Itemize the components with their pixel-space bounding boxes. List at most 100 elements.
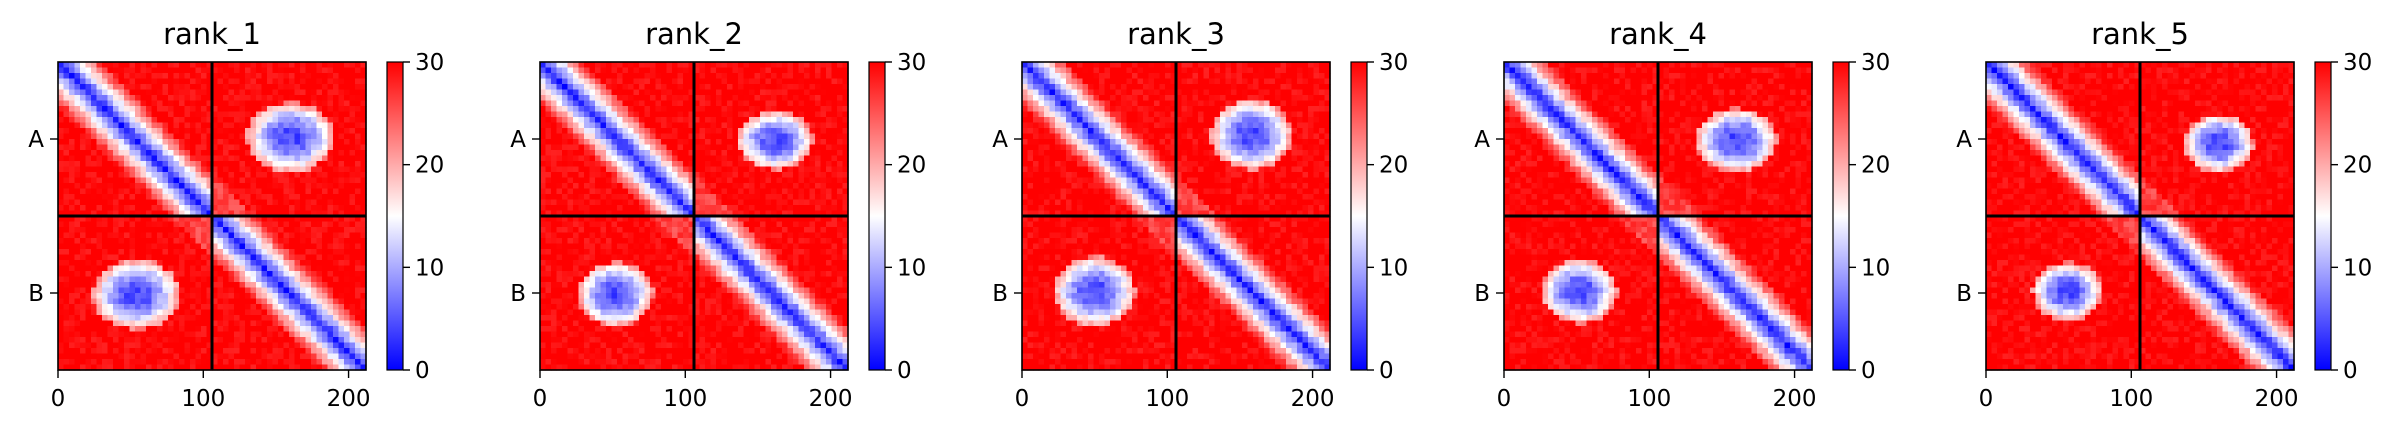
heatmap-cell: [278, 128, 285, 135]
heatmap-cell: [124, 89, 131, 96]
heatmap-cell: [567, 194, 574, 201]
heatmap-cell: [760, 150, 767, 157]
heatmap-cell: [311, 353, 318, 360]
heatmap-cell: [820, 73, 827, 80]
heatmap-cell: [190, 95, 197, 102]
heatmap-cell: [118, 254, 125, 261]
heatmap-cell: [91, 62, 98, 69]
heatmap-cell: [556, 89, 563, 96]
heatmap-cell: [151, 188, 158, 195]
heatmap-cell: [562, 67, 569, 74]
heatmap-cell: [344, 155, 351, 162]
heatmap-cell: [749, 221, 756, 228]
heatmap-cell: [349, 221, 356, 228]
heatmap-cell: [611, 227, 618, 234]
heatmap-cell: [545, 199, 552, 206]
heatmap-cell: [661, 133, 668, 140]
heatmap-cell: [672, 188, 679, 195]
heatmap-cell: [771, 227, 778, 234]
heatmap-cell: [716, 227, 723, 234]
heatmap-cell: [677, 144, 684, 151]
heatmap-cell: [344, 254, 351, 261]
heatmap-cell: [118, 342, 125, 349]
heatmap-cell: [107, 133, 114, 140]
heatmap-cell: [294, 67, 301, 74]
heatmap-cell: [85, 161, 92, 168]
heatmap-cell: [672, 194, 679, 201]
heatmap-cell: [606, 150, 613, 157]
heatmap-cell: [272, 89, 279, 96]
heatmap-cell: [283, 331, 290, 338]
heatmap-cell: [140, 293, 147, 300]
heatmap-cell: [151, 62, 158, 69]
heatmap-cell: [327, 304, 334, 311]
heatmap-cell: [782, 111, 789, 118]
heatmap-cell: [327, 166, 334, 173]
heatmap-cell: [239, 62, 246, 69]
heatmap-cell: [63, 260, 70, 267]
heatmap-cell: [327, 326, 334, 333]
heatmap-cell: [606, 78, 613, 85]
heatmap-cell: [261, 100, 268, 107]
heatmap-cell: [765, 150, 772, 157]
heatmap-cell: [294, 177, 301, 184]
heatmap-cell: [600, 177, 607, 184]
heatmap-cell: [69, 282, 76, 289]
heatmap-cell: [168, 117, 175, 124]
heatmap-cell: [327, 183, 334, 190]
heatmap-cell: [256, 89, 263, 96]
heatmap-cell: [63, 337, 70, 344]
heatmap-cell: [606, 73, 613, 80]
heatmap-cell: [311, 227, 318, 234]
heatmap-cell: [633, 172, 640, 179]
heatmap-cell: [584, 166, 591, 173]
heatmap-cell: [91, 320, 98, 327]
heatmap-cell: [261, 249, 268, 256]
heatmap-cell: [107, 254, 114, 261]
heatmap-cell: [611, 238, 618, 245]
heatmap-cell: [355, 78, 362, 85]
heatmap-cell: [85, 260, 92, 267]
heatmap-cell: [85, 298, 92, 305]
heatmap-cell: [782, 95, 789, 102]
heatmap-cell: [738, 199, 745, 206]
heatmap-cell: [815, 106, 822, 113]
heatmap-cell: [787, 144, 794, 151]
heatmap-cell: [793, 166, 800, 173]
heatmap-cell: [765, 155, 772, 162]
heatmap-cell: [699, 216, 706, 223]
heatmap-cell: [606, 100, 613, 107]
heatmap-cell: [223, 221, 230, 228]
heatmap-cell: [355, 260, 362, 267]
heatmap-cell: [655, 139, 662, 146]
heatmap-cell: [699, 199, 706, 206]
heatmap-cell: [820, 199, 827, 206]
heatmap-cell: [162, 353, 169, 360]
heatmap-cell: [135, 353, 142, 360]
heatmap-cell: [217, 331, 224, 338]
heatmap-cell: [118, 210, 125, 217]
heatmap-cell: [622, 78, 629, 85]
heatmap-cell: [333, 287, 340, 294]
heatmap-cell: [765, 133, 772, 140]
heatmap-cell: [140, 166, 147, 173]
heatmap-cell: [787, 161, 794, 168]
heatmap-cell: [683, 144, 690, 151]
heatmap-cell: [606, 62, 613, 69]
heatmap-cell: [250, 89, 257, 96]
heatmap-cell: [617, 172, 624, 179]
heatmap-cell: [162, 221, 169, 228]
heatmap-cell: [721, 194, 728, 201]
heatmap-cell: [743, 183, 750, 190]
heatmap-cell: [727, 106, 734, 113]
heatmap-cell: [666, 73, 673, 80]
heatmap-cell: [250, 326, 257, 333]
heatmap-cell: [628, 177, 635, 184]
heatmap-cell: [743, 210, 750, 217]
heatmap-cell: [234, 249, 241, 256]
heatmap-cell: [710, 133, 717, 140]
heatmap-cell: [760, 144, 767, 151]
heatmap-cell: [261, 315, 268, 322]
heatmap-cell: [793, 232, 800, 239]
heatmap-cell: [63, 205, 70, 212]
